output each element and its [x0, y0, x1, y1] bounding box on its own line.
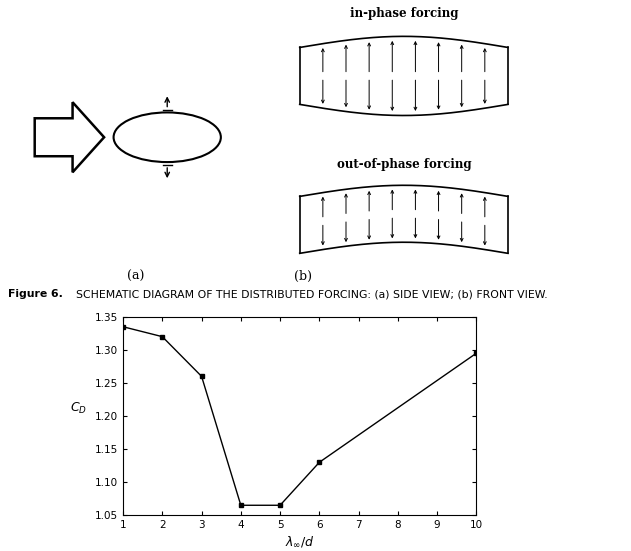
Text: out-of-phase forcing: out-of-phase forcing	[336, 158, 471, 171]
Polygon shape	[300, 36, 508, 116]
Text: SCHEMATIC DIAGRAM OF THE DISTRIBUTED FORCING: (a) SIDE VIEW; (b) FRONT VIEW.: SCHEMATIC DIAGRAM OF THE DISTRIBUTED FOR…	[62, 289, 548, 299]
Text: (b): (b)	[294, 271, 312, 283]
Text: (a): (a)	[127, 271, 144, 283]
X-axis label: $\lambda_{\infty}/d$: $\lambda_{\infty}/d$	[285, 534, 315, 549]
Text: in-phase forcing: in-phase forcing	[350, 7, 458, 20]
Text: Figure 6.: Figure 6.	[8, 289, 62, 299]
Polygon shape	[300, 185, 508, 253]
Y-axis label: $C_D$: $C_D$	[70, 401, 87, 416]
Polygon shape	[35, 102, 104, 172]
